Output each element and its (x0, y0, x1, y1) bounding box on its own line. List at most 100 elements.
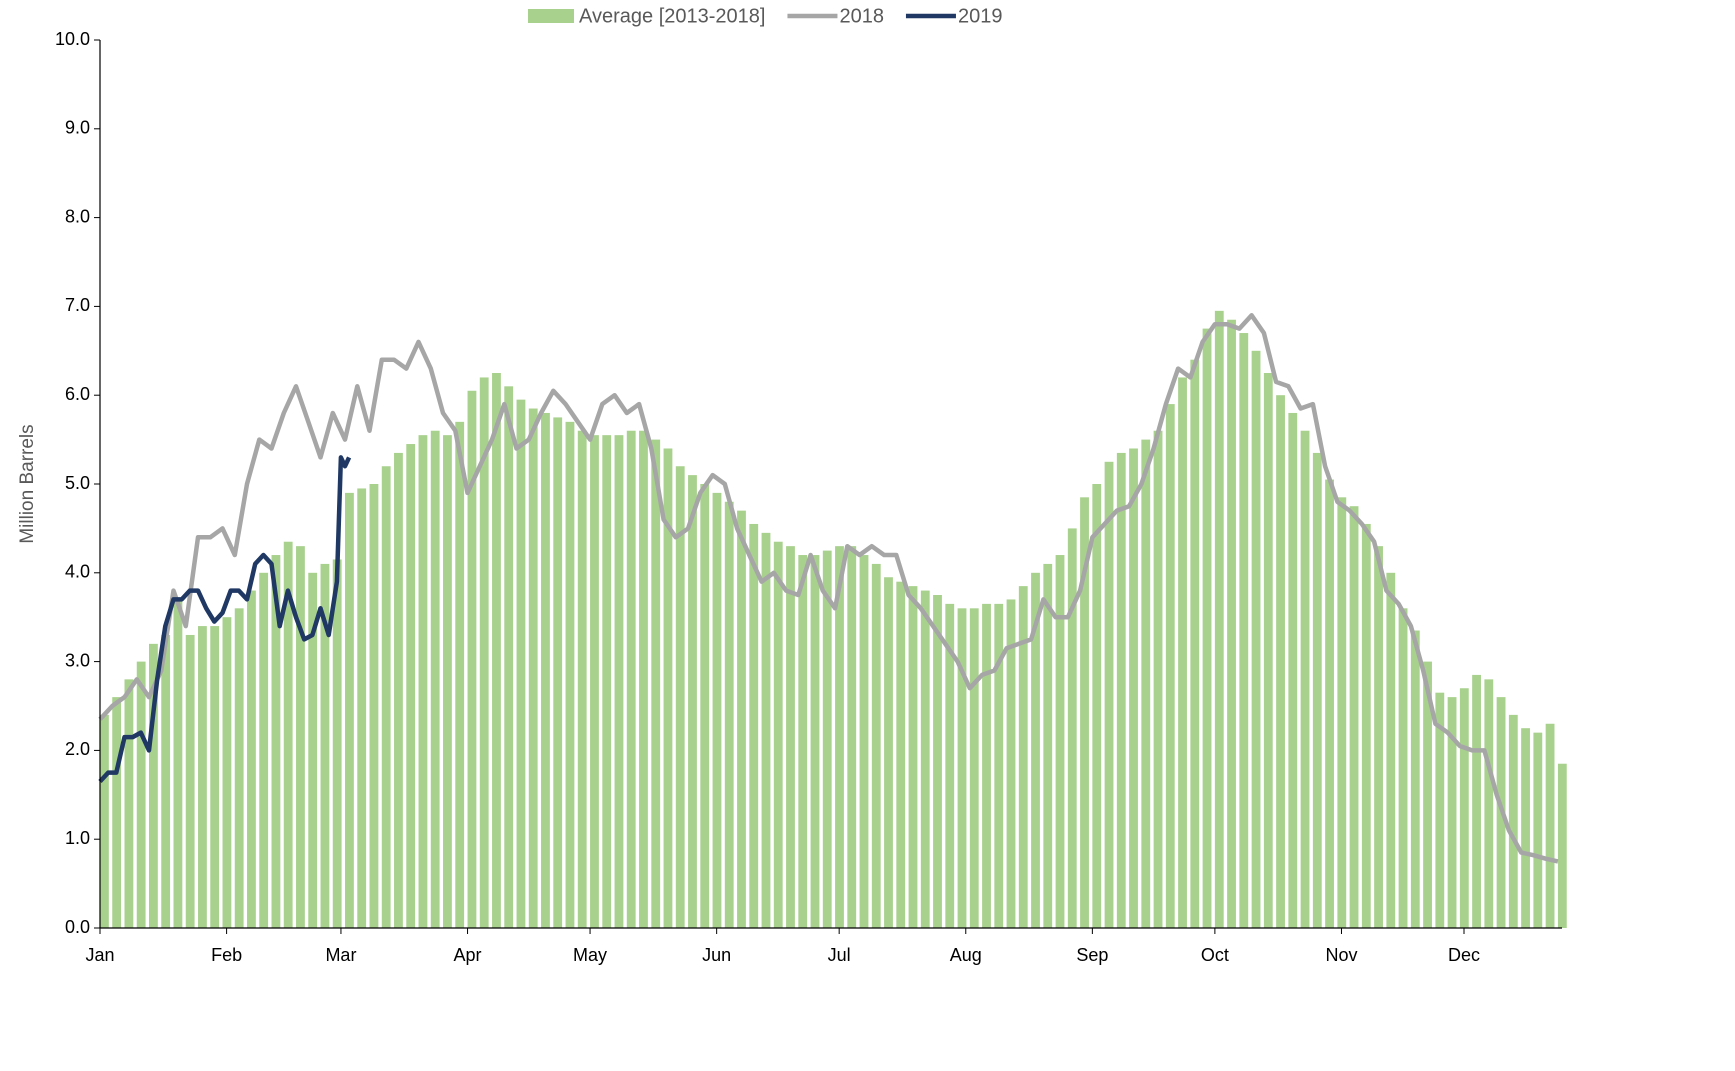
y-tick-label: 1.0 (65, 828, 90, 848)
bar (394, 452, 403, 928)
bar (749, 523, 759, 928)
y-tick-label: 2.0 (65, 739, 90, 759)
bar (884, 577, 893, 928)
bar (773, 541, 783, 928)
x-tick-label: Apr (454, 945, 482, 965)
bar (430, 430, 440, 928)
bar (712, 492, 722, 928)
bar (675, 466, 685, 928)
bar (1006, 599, 1016, 928)
bar (1557, 763, 1567, 928)
bar (1165, 404, 1175, 929)
y-tick-label: 4.0 (65, 562, 90, 582)
legend-label: 2018 (839, 5, 884, 27)
bar (369, 484, 379, 928)
legend-label: Average [2013-2018] (579, 5, 765, 27)
bar (479, 377, 489, 928)
bar (847, 546, 857, 928)
bar (1545, 723, 1555, 928)
bar (296, 546, 305, 928)
bar (700, 484, 710, 928)
bar (161, 634, 171, 928)
legend: Average [2013-2018] 2018 2019 (528, 5, 1002, 27)
x-tick-label: Oct (1201, 945, 1229, 965)
x-tick-label: Jan (85, 945, 114, 965)
bar (124, 679, 134, 928)
bar (149, 643, 158, 928)
bar (1031, 572, 1040, 928)
bar (345, 492, 354, 928)
bar (1386, 572, 1396, 928)
bar (1521, 728, 1530, 928)
bar (969, 608, 979, 928)
bar (1361, 523, 1371, 928)
y-tick-label: 0.0 (65, 917, 90, 937)
bar (1312, 452, 1322, 928)
bar (504, 386, 514, 928)
bar (1080, 497, 1089, 928)
bar (492, 373, 501, 928)
bar (920, 590, 930, 928)
bar (406, 444, 416, 928)
legend-swatch (528, 9, 574, 23)
line (98, 455, 352, 784)
bar (381, 466, 391, 928)
bar (1508, 714, 1518, 928)
bar (786, 546, 795, 928)
bar (859, 555, 869, 928)
bar (1300, 430, 1310, 928)
bar (332, 559, 342, 928)
bar (259, 572, 269, 928)
bar (639, 430, 648, 928)
bar (1349, 506, 1359, 928)
bar (1325, 479, 1334, 928)
y-axis-label: Million Barrels (17, 424, 38, 543)
bar (357, 488, 367, 928)
bar (528, 408, 538, 928)
bar (136, 661, 146, 928)
bar (1288, 412, 1298, 929)
x-tick-label: Nov (1325, 945, 1357, 965)
bar (1092, 484, 1102, 928)
y-tick-label: 3.0 (65, 650, 90, 670)
bar (590, 435, 599, 928)
bar (1178, 377, 1187, 928)
bar (1141, 439, 1151, 928)
bar (1374, 546, 1383, 928)
bar (1239, 333, 1249, 928)
bar (1423, 661, 1432, 928)
bar (577, 430, 587, 928)
line (98, 313, 1559, 864)
bar (553, 417, 563, 928)
bar (761, 532, 771, 928)
x-tick-label: Jun (702, 945, 731, 965)
y-tick-label: 6.0 (65, 384, 90, 404)
bar (982, 603, 991, 928)
bar (1055, 555, 1065, 928)
y-tick-label: 5.0 (65, 473, 90, 493)
x-tick-label: Mar (325, 945, 356, 965)
bar (516, 399, 526, 928)
bar (1067, 528, 1077, 928)
x-tick-label: Sep (1076, 945, 1108, 965)
bar (443, 435, 452, 928)
bar (663, 448, 673, 928)
bar (1263, 373, 1273, 928)
x-tick-label: Dec (1448, 945, 1480, 965)
bar (541, 412, 550, 929)
x-tick-label: Jul (828, 945, 851, 965)
x-tick-label: May (573, 945, 607, 965)
bar (1251, 350, 1261, 928)
bar (737, 510, 746, 928)
bar (1533, 732, 1543, 928)
bar (933, 595, 942, 928)
y-tick-label: 8.0 (65, 206, 90, 226)
x-tick-label: Aug (950, 945, 982, 965)
bar (1435, 692, 1445, 928)
bar (455, 421, 465, 928)
bar (283, 541, 293, 928)
bar (1104, 461, 1114, 928)
bar (1214, 310, 1224, 929)
bar (798, 555, 808, 928)
